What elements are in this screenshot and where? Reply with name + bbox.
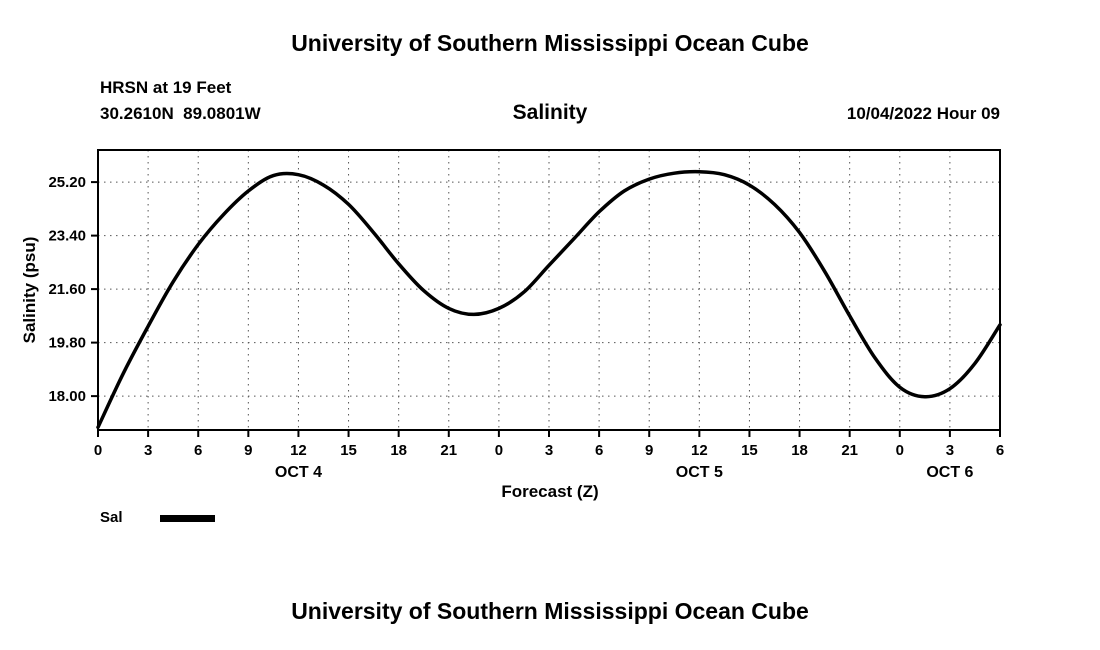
x-tick-label: 6 [194,442,202,459]
page-title-bottom: University of Southern Mississippi Ocean… [291,598,809,624]
y-tick-label: 18.00 [48,388,86,405]
x-tick-label: 0 [94,442,102,459]
day-label: OCT 4 [275,464,322,481]
y-tick-label: 21.60 [48,281,86,298]
x-tick-label: 3 [946,442,954,459]
x-tick-label: 0 [495,442,503,459]
x-tick-label: 12 [290,442,307,459]
x-tick-label: 15 [340,442,357,459]
x-tick-label: 6 [595,442,603,459]
coordinates-label: 30.2610N 89.0801W [100,104,261,123]
x-tick-label: 21 [841,442,858,459]
day-label: OCT 6 [926,464,973,481]
legend-line-swatch [160,515,215,522]
x-tick-label: 18 [791,442,808,459]
x-tick-label: 0 [896,442,904,459]
x-tick-label: 6 [996,442,1004,459]
station-label: HRSN at 19 Feet [100,78,232,97]
x-axis-label: Forecast (Z) [501,482,599,501]
y-tick-label: 25.20 [48,174,86,191]
x-tick-label: 9 [244,442,252,459]
x-tick-label: 21 [440,442,457,459]
x-tick-label: 15 [741,442,758,459]
y-tick-label: 23.40 [48,228,86,245]
forecast-run-label: 10/04/2022 Hour 09 [846,104,1000,123]
x-tick-label: 3 [144,442,152,459]
day-label: OCT 5 [676,464,723,481]
x-tick-label: 3 [545,442,553,459]
legend-label: Sal [100,509,123,526]
x-tick-label: 12 [691,442,708,459]
x-tick-label: 9 [645,442,653,459]
salinity-line [96,169,1002,430]
y-tick-label: 19.80 [48,335,86,352]
x-tick-label: 18 [390,442,407,459]
chart-title: Salinity [512,101,588,124]
page-title-top: University of Southern Mississippi Ocean… [291,30,809,56]
